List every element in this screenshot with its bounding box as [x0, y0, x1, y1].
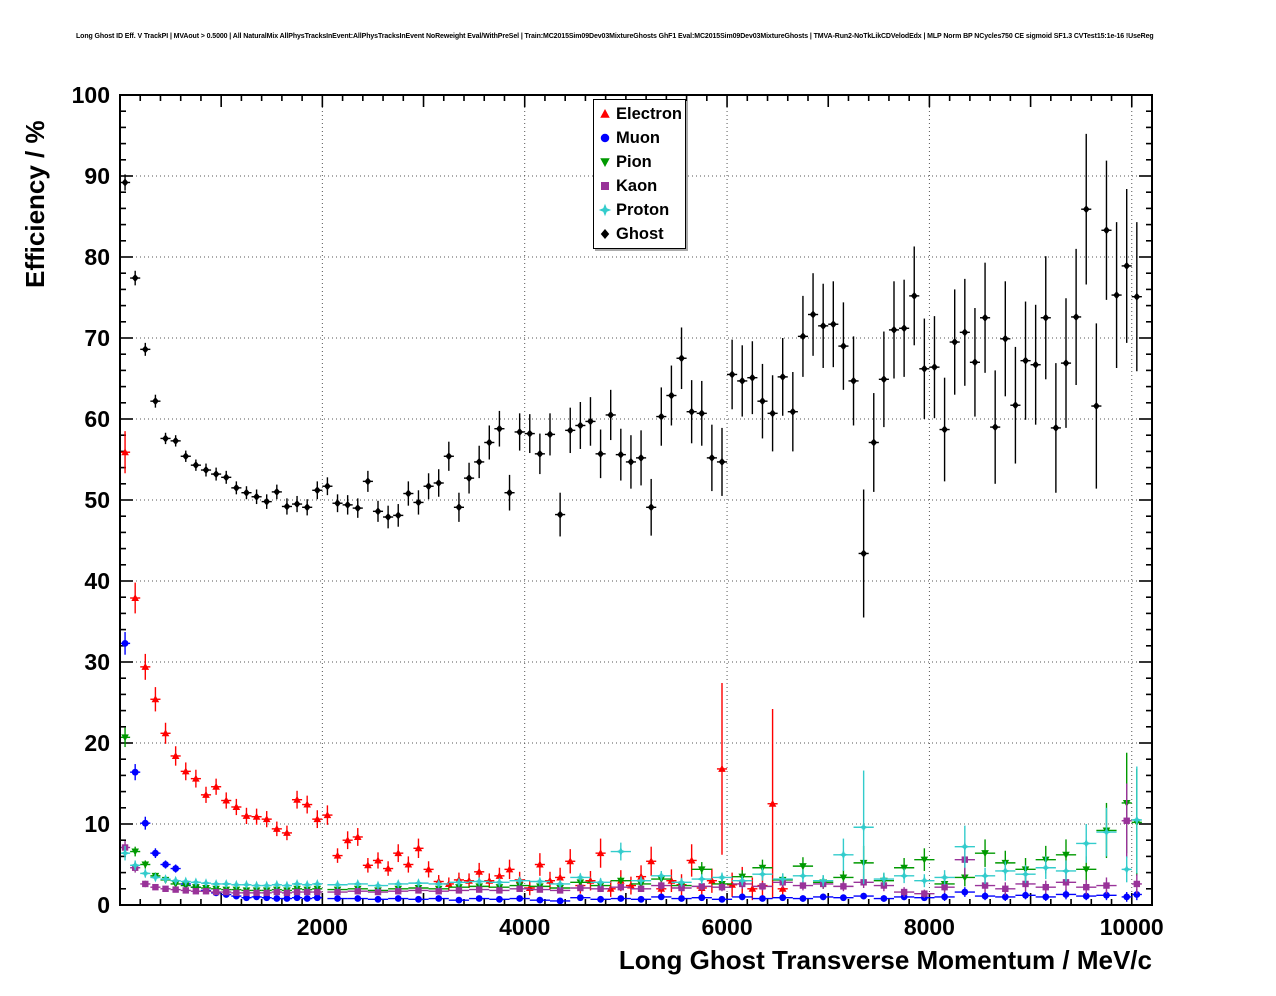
pion-marker-icon [600, 158, 610, 167]
y-tick-label: 50 [84, 487, 110, 513]
x-tick-label: 6000 [701, 914, 752, 940]
proton-marker-icon [598, 203, 612, 217]
y-tick-label: 80 [84, 244, 110, 270]
legend-label: Ghost [616, 224, 664, 243]
legend-item-electron: Electron [597, 102, 685, 126]
y-tick-label: 100 [72, 82, 110, 108]
x-tick-label: 8000 [904, 914, 955, 940]
ghost-marker-icon [600, 229, 610, 239]
y-tick-label: 60 [84, 406, 110, 432]
y-axis-label: Efficiency / % [20, 120, 50, 288]
series-pion [120, 727, 1142, 895]
legend-label: Muon [616, 128, 660, 147]
legend-label: Electron [616, 104, 683, 123]
x-axis-label: Long Ghost Transverse Momentum / MeV/c [619, 945, 1152, 975]
legend-item-proton: Proton [597, 198, 685, 222]
legend-label: Proton [616, 200, 670, 219]
y-tick-label: 30 [84, 649, 110, 675]
x-tick-label: 10000 [1100, 914, 1164, 940]
y-tick-label: 0 [97, 892, 110, 918]
plot-title: Long Ghost ID Eff. V TrackPI | MVAout > … [76, 33, 1154, 40]
series-electron [120, 431, 788, 901]
y-tick-label: 10 [84, 811, 110, 837]
x-tick-label: 2000 [297, 914, 348, 940]
y-tick-label: 20 [84, 730, 110, 756]
legend-item-muon: Muon [597, 126, 685, 150]
legend-label: Pion [616, 152, 652, 171]
series-proton [120, 766, 1142, 891]
legend-label: Kaon [616, 176, 658, 195]
legend-item-kaon: Kaon [597, 174, 685, 198]
x-tick-label: 4000 [499, 914, 550, 940]
legend-item-ghost: Ghost [597, 222, 685, 246]
legend: Electron Muon Pion Kaon Proton Ghost [593, 99, 686, 249]
y-tick-label: 70 [84, 325, 110, 351]
electron-marker-icon [600, 109, 610, 118]
series-kaon [120, 783, 1142, 898]
y-tick-label: 90 [84, 163, 110, 189]
kaon-marker-icon [601, 182, 609, 190]
series-muon [120, 632, 1142, 905]
y-tick-label: 40 [84, 568, 110, 594]
muon-marker-icon [600, 133, 610, 143]
series-ghost [120, 133, 1142, 618]
legend-item-pion: Pion [597, 150, 685, 174]
